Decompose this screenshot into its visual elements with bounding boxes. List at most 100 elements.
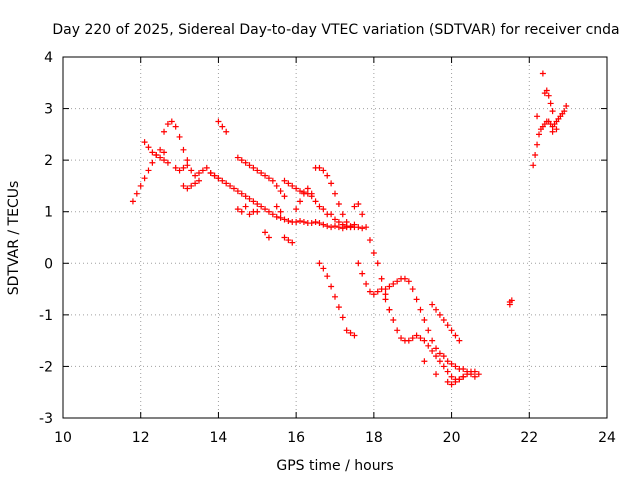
- data-point: [223, 128, 230, 135]
- data-point: [343, 223, 350, 230]
- data-point: [254, 208, 261, 215]
- data-point: [316, 203, 323, 210]
- data-point: [207, 170, 214, 177]
- series-arc-f: [215, 118, 230, 135]
- data-point: [320, 167, 327, 174]
- data-point: [153, 151, 160, 158]
- data-point: [192, 180, 199, 187]
- data-point: [359, 211, 366, 218]
- data-point: [425, 342, 432, 349]
- series-arc-q: [382, 296, 467, 383]
- data-point: [460, 366, 467, 373]
- data-point: [161, 157, 168, 164]
- data-point: [339, 211, 346, 218]
- data-point: [273, 182, 280, 189]
- data-point: [390, 280, 397, 287]
- data-point: [180, 164, 187, 171]
- data-point: [460, 373, 467, 380]
- y-tick-label: 2: [44, 153, 53, 169]
- data-point: [234, 154, 241, 161]
- data-point: [238, 190, 245, 197]
- series-arc-p: [355, 260, 482, 378]
- data-point: [343, 327, 350, 334]
- data-point: [262, 172, 269, 179]
- data-point: [254, 200, 261, 207]
- data-point: [265, 234, 272, 241]
- data-point: [316, 260, 323, 267]
- data-point: [320, 265, 327, 272]
- series-arc-h: [234, 154, 288, 200]
- data-point: [351, 332, 358, 339]
- data-point: [335, 219, 342, 226]
- data-point: [370, 249, 377, 256]
- data-point: [184, 185, 191, 192]
- data-point: [536, 131, 542, 138]
- x-axis-label: GPS time / hours: [276, 458, 393, 474]
- data-point: [417, 335, 424, 342]
- data-point: [413, 332, 420, 339]
- data-point: [293, 219, 300, 226]
- data-point: [409, 335, 416, 342]
- data-point: [316, 220, 323, 227]
- data-point: [308, 220, 315, 227]
- data-point: [563, 102, 570, 109]
- data-point: [405, 278, 412, 285]
- data-point: [433, 353, 440, 360]
- data-point: [133, 190, 140, 197]
- data-point: [436, 311, 443, 318]
- data-point: [452, 363, 459, 370]
- grid-lines: [63, 57, 607, 418]
- data-point: [141, 139, 148, 146]
- data-point: [386, 306, 393, 313]
- data-point: [359, 270, 366, 277]
- data-point: [215, 175, 222, 182]
- data-point: [347, 329, 354, 336]
- data-point: [250, 164, 257, 171]
- data-point: [285, 237, 292, 244]
- chart-title: Day 220 of 2025, Sidereal Day-to-day VTE…: [52, 22, 619, 38]
- data-point: [281, 216, 288, 223]
- data-point: [297, 198, 304, 205]
- series-arc-t: [421, 297, 515, 378]
- data-point: [219, 177, 226, 184]
- data-point: [335, 200, 342, 207]
- data-point: [277, 214, 284, 221]
- data-point: [281, 177, 288, 184]
- plot-frame: [62, 56, 608, 419]
- data-point: [429, 347, 436, 354]
- data-point: [332, 216, 338, 223]
- data-point: [335, 304, 342, 311]
- data-point: [530, 162, 537, 169]
- series-arc-w: [534, 70, 560, 135]
- data-point: [421, 337, 428, 344]
- x-tick-label: 20: [443, 430, 461, 446]
- x-tick-label: 16: [287, 430, 305, 446]
- data-point: [324, 172, 331, 179]
- data-point: [234, 206, 241, 213]
- data-point: [332, 293, 338, 300]
- data-point: [184, 157, 191, 164]
- data-point: [168, 118, 175, 125]
- data-point: [265, 175, 272, 182]
- data-point: [293, 185, 300, 192]
- data-point: [328, 180, 335, 187]
- data-point: [539, 70, 546, 77]
- data-point: [176, 133, 183, 140]
- data-point: [211, 172, 218, 179]
- data-point: [137, 182, 144, 189]
- data-point: [475, 371, 482, 378]
- data-point: [355, 260, 362, 267]
- data-point: [425, 327, 432, 334]
- data-point: [269, 211, 276, 218]
- y-tick-label: 3: [44, 102, 53, 118]
- y-tick-label: -1: [39, 308, 53, 324]
- series-arc-j: [234, 203, 261, 218]
- data-point: [242, 159, 249, 166]
- data-point: [421, 358, 428, 365]
- data-point: [355, 200, 362, 207]
- series-arc-m: [293, 185, 358, 231]
- data-point: [429, 301, 436, 308]
- data-point: [242, 193, 249, 200]
- data-point: [289, 239, 296, 246]
- data-point: [421, 317, 428, 324]
